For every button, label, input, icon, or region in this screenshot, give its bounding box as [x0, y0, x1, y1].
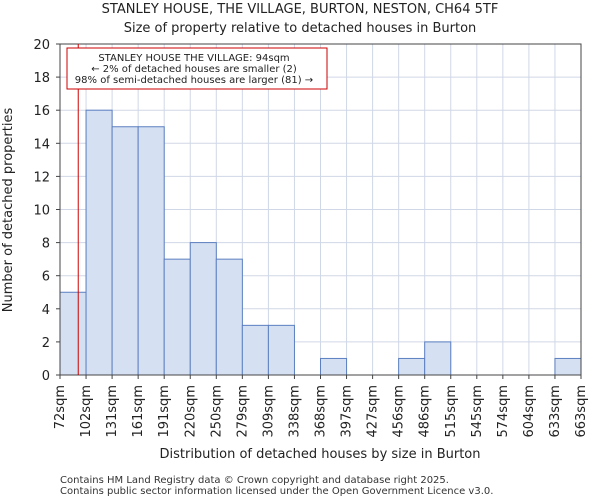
y-tick-label: 4 [42, 303, 50, 318]
y-tick-label: 12 [33, 170, 50, 185]
x-tick-label: 338sqm [287, 385, 302, 438]
bar-220sqm [189, 242, 217, 376]
x-axis-ticks: 72sqm 102sqm 131sqm 161sqm 191sqm 220sqm 250sq… [53, 375, 589, 438]
x-tick-label: 456sqm [392, 385, 407, 438]
y-tick-label: 6 [42, 270, 50, 285]
x-tick-label: 515sqm [444, 385, 459, 438]
chart-title: STANLEY HOUSE, THE VILLAGE, BURTON, NEST… [102, 2, 499, 17]
x-tick-label: 72sqm [53, 385, 68, 429]
y-tick-label: 14 [33, 137, 50, 152]
x-tick-label: 545sqm [470, 385, 485, 438]
y-tick-label: 16 [33, 104, 50, 119]
x-tick-label: 191sqm [157, 385, 172, 438]
x-tick-label: 102sqm [79, 385, 94, 438]
x-tick-label: 309sqm [261, 385, 276, 438]
bars [59, 109, 582, 376]
bar-309sqm [267, 324, 295, 376]
y-tick-label: 18 [33, 71, 50, 86]
y-tick-label: 10 [33, 204, 50, 219]
x-tick-label: 161sqm [131, 385, 146, 438]
bar-161sqm [137, 126, 165, 376]
annotation-line-3: 98% of semi-detached houses are larger (… [75, 75, 313, 86]
bar-486sqm [424, 341, 452, 376]
x-tick-label: 279sqm [235, 385, 250, 438]
x-tick-label: 368sqm [314, 385, 329, 438]
x-tick-label: 131sqm [105, 385, 120, 438]
footer-line-2: Contains public sector information licen… [60, 486, 493, 497]
x-tick-label: 486sqm [418, 385, 433, 438]
annotation-line-2: ← 2% of detached houses are smaller (2) [91, 64, 297, 75]
x-tick-label: 427sqm [366, 385, 381, 438]
x-tick-label: 633sqm [548, 385, 563, 438]
bar-250sqm [215, 258, 243, 376]
x-tick-label: 604sqm [522, 385, 537, 438]
x-tick-label: 220sqm [183, 385, 198, 438]
footer-line-1: Contains HM Land Registry data © Crown c… [60, 475, 449, 486]
bar-456sqm [398, 357, 426, 376]
x-tick-label: 250sqm [209, 385, 224, 438]
x-tick-label: 574sqm [496, 385, 511, 438]
x-tick-label: 663sqm [574, 385, 589, 438]
chart-subtitle: Size of property relative to detached ho… [124, 21, 477, 36]
x-axis-label: Distribution of detached houses by size … [159, 447, 480, 462]
y-axis-ticks: 0 2 4 6 8 10 12 14 16 18 20 [33, 38, 60, 384]
y-tick-label: 20 [33, 38, 50, 53]
bar-368sqm [320, 357, 348, 376]
x-tick-label: 397sqm [340, 385, 355, 438]
y-tick-label: 0 [42, 369, 50, 384]
bar-131sqm [111, 126, 139, 376]
bar-72sqm [59, 291, 87, 376]
y-tick-label: 8 [42, 237, 50, 252]
bar-102sqm [85, 109, 113, 376]
plot-area-frame [59, 43, 582, 376]
annotation-line-1: STANLEY HOUSE THE VILLAGE: 94sqm [98, 53, 289, 64]
bar-279sqm [241, 324, 269, 376]
y-tick-label: 2 [42, 336, 50, 351]
annotation-box: STANLEY HOUSE THE VILLAGE: 94sqm ← 2% of… [66, 47, 328, 90]
bar-191sqm [163, 258, 191, 376]
bar-633sqm [554, 357, 582, 376]
y-axis-label: Number of detached properties [1, 108, 16, 313]
